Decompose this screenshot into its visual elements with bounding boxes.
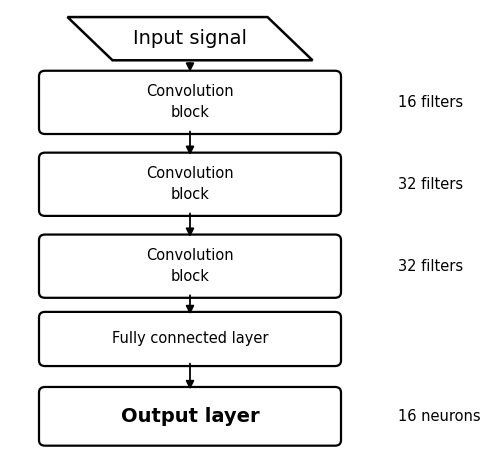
Text: Convolution
block: Convolution block — [146, 166, 234, 202]
Text: 16 filters: 16 filters — [398, 95, 462, 110]
Text: Convolution
block: Convolution block — [146, 248, 234, 284]
FancyBboxPatch shape — [39, 312, 341, 366]
FancyBboxPatch shape — [39, 153, 341, 216]
Text: 32 filters: 32 filters — [398, 177, 462, 192]
Text: Fully connected layer: Fully connected layer — [112, 332, 268, 346]
FancyBboxPatch shape — [39, 387, 341, 446]
FancyBboxPatch shape — [39, 235, 341, 298]
FancyBboxPatch shape — [39, 71, 341, 134]
Text: 32 filters: 32 filters — [398, 259, 462, 273]
Text: Convolution
block: Convolution block — [146, 84, 234, 121]
Text: 16 neurons: 16 neurons — [398, 409, 480, 424]
Text: Input signal: Input signal — [133, 29, 247, 48]
Text: Output layer: Output layer — [120, 407, 260, 426]
